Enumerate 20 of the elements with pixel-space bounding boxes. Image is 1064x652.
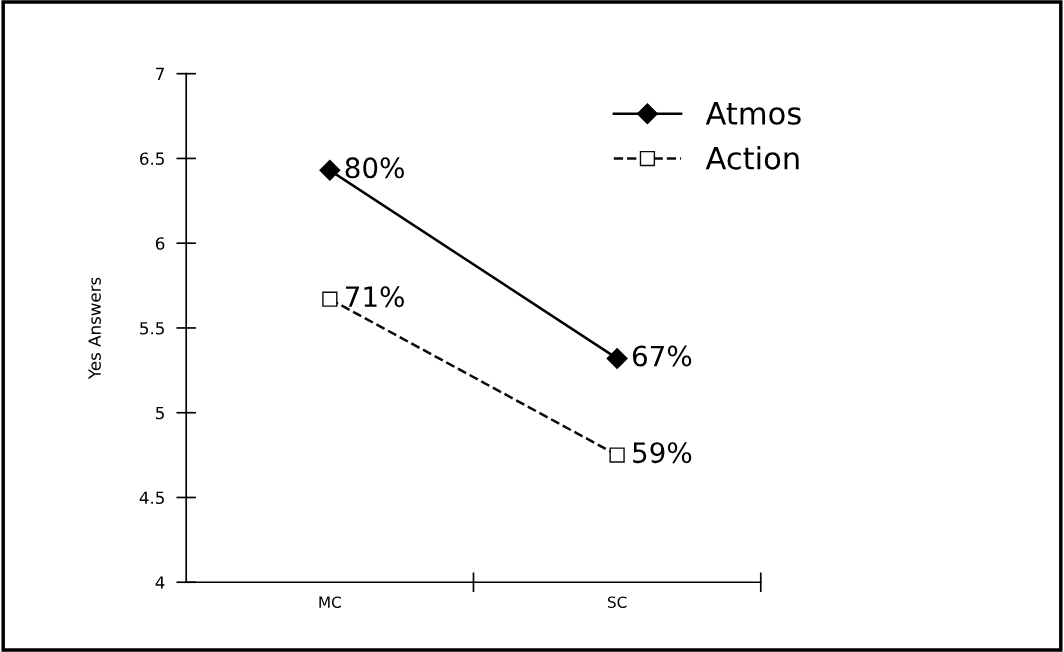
annotation: 67%: [632, 345, 692, 367]
y-tick-label: 4.5: [139, 491, 164, 505]
annotation: 71%: [346, 286, 404, 308]
x-tick-label: MC: [319, 596, 341, 608]
annotation: 59%: [633, 442, 692, 464]
point: [322, 291, 338, 307]
legend-label: Action: [705, 146, 799, 170]
legend-label: Atmos: [705, 102, 801, 125]
y-tick-label: 7: [156, 67, 164, 81]
y-tick-label: 6.5: [140, 152, 164, 166]
y-tick-label: 4: [155, 576, 165, 589]
annotation: 80%: [345, 157, 404, 179]
x-tick-label: SC: [607, 596, 627, 608]
y-tick-label: 5: [156, 406, 164, 420]
point: [609, 447, 625, 463]
y-tick-label: 6: [155, 237, 165, 250]
point: [319, 159, 341, 181]
y-axis-title: Yes Answers: [88, 277, 101, 380]
point: [606, 347, 628, 369]
y-tick-label: 5.5: [140, 322, 164, 335]
